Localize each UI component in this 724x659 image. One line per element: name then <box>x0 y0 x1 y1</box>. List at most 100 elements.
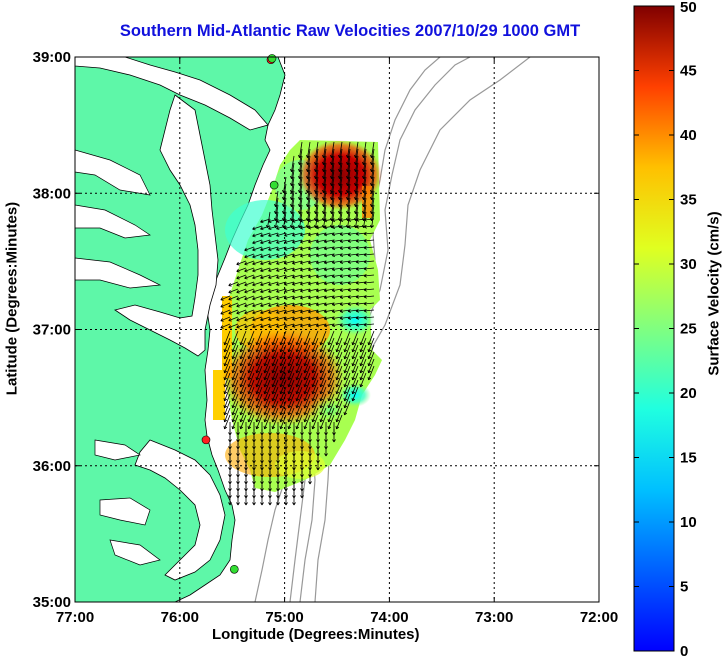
velocity-arrow <box>343 379 351 395</box>
velocity-arrow <box>335 372 343 388</box>
velocity-arrow <box>231 379 239 395</box>
velocity-arrow <box>319 330 327 346</box>
velocity-arrow <box>319 337 327 353</box>
velocity-arrow <box>343 337 351 353</box>
velocity-arrow <box>315 260 327 265</box>
velocity-arrow <box>323 281 335 286</box>
x-tick-label: 73:00 <box>475 609 513 626</box>
velocity-arrow <box>343 351 351 367</box>
velocity-arrow <box>307 267 319 272</box>
velocity-arrow <box>223 393 231 409</box>
velocity-arrow <box>276 218 287 223</box>
velocity-arrow <box>363 252 375 257</box>
velocity-arrow <box>255 372 263 388</box>
velocity-arrow <box>323 246 335 251</box>
velocity-arrow <box>295 372 303 388</box>
velocity-arrow <box>287 365 295 381</box>
velocity-arrow <box>239 351 247 367</box>
velocity-arrow <box>331 253 343 258</box>
velocity-arrow <box>315 302 327 307</box>
velocity-arrow <box>271 365 279 381</box>
velocity-arrow <box>307 302 319 307</box>
velocity-arrow <box>252 302 263 308</box>
velocity-arrow <box>244 302 255 308</box>
velocity-arrow <box>295 337 303 353</box>
velocity-arrow <box>260 232 271 238</box>
velocity-arrow <box>231 358 239 374</box>
velocity-arrow <box>299 246 311 251</box>
velocity-arrow <box>315 316 327 321</box>
velocity-arrow <box>319 351 327 367</box>
velocity-arrow <box>299 316 311 321</box>
x-tick-label: 76:00 <box>161 609 199 626</box>
velocity-arrow <box>295 344 303 360</box>
velocity-arrow <box>239 372 247 388</box>
velocity-arrow <box>339 225 351 230</box>
velocity-arrow <box>323 274 335 279</box>
velocity-arrow <box>279 386 287 402</box>
velocity-arrow <box>355 218 367 222</box>
velocity-arrow <box>252 253 263 259</box>
velocity-arrow <box>347 295 359 299</box>
velocity-arrow <box>276 288 287 293</box>
velocity-arrow <box>292 323 303 328</box>
velocity-arrow <box>276 260 287 265</box>
velocity-arrow <box>271 379 279 395</box>
velocity-arrow <box>347 316 359 320</box>
velocity-arrow <box>268 239 279 245</box>
velocity-arrow <box>287 379 295 395</box>
velocity-arrow <box>303 372 311 388</box>
velocity-arrow <box>351 358 359 374</box>
velocity-arrow <box>220 309 231 315</box>
velocity-arrow <box>347 239 359 243</box>
velocity-arrow <box>255 407 263 423</box>
velocity-arrow <box>323 295 335 300</box>
velocity-arrow <box>327 365 335 381</box>
velocity-arrow <box>268 267 279 273</box>
colorbar-tick-label: 45 <box>680 63 697 80</box>
velocity-arrow <box>228 295 239 301</box>
velocity-arrow <box>295 393 303 409</box>
velocity-arrow <box>223 407 231 423</box>
velocity-arrow <box>335 344 343 360</box>
velocity-arrow <box>359 344 367 360</box>
velocity-arrow <box>339 246 351 251</box>
velocity-arrow <box>260 295 271 301</box>
velocity-arrow <box>343 365 351 381</box>
y-tick-label: 37:00 <box>33 322 71 339</box>
velocity-arrow <box>287 407 295 423</box>
velocity-arrow <box>287 351 295 367</box>
velocity-arrow <box>287 344 295 360</box>
velocity-arrow <box>367 351 375 367</box>
velocity-arrow <box>263 351 271 367</box>
velocity-arrow <box>244 492 248 506</box>
velocity-arrow <box>292 492 296 506</box>
velocity-arrow <box>343 358 351 374</box>
velocity-arrow <box>292 267 303 272</box>
velocity-arrow <box>319 414 327 430</box>
station-marker <box>269 180 279 190</box>
velocity-arrow <box>231 400 239 416</box>
velocity-arrow <box>260 253 271 259</box>
velocity-arrow <box>247 351 255 367</box>
velocity-arrow <box>244 316 255 322</box>
velocity-arrow <box>335 351 343 367</box>
velocity-arrow <box>351 365 359 381</box>
velocity-arrow <box>315 218 327 223</box>
velocity-arrow <box>351 372 359 388</box>
velocity-arrow <box>279 407 287 423</box>
velocity-arrow <box>223 351 231 367</box>
velocity-arrow <box>319 379 327 395</box>
velocity-arrow <box>252 232 263 238</box>
velocity-arrow <box>355 253 367 257</box>
velocity-arrow <box>247 365 255 381</box>
velocity-arrow <box>231 407 239 423</box>
velocity-arrow <box>239 365 247 381</box>
velocity-arrow <box>307 295 319 300</box>
velocity-field <box>213 140 382 506</box>
velocity-arrow <box>359 330 367 346</box>
velocity-arrow <box>327 379 335 395</box>
velocity-arrow <box>295 414 303 430</box>
velocity-arrow <box>223 400 231 416</box>
velocity-arrow <box>284 267 295 272</box>
